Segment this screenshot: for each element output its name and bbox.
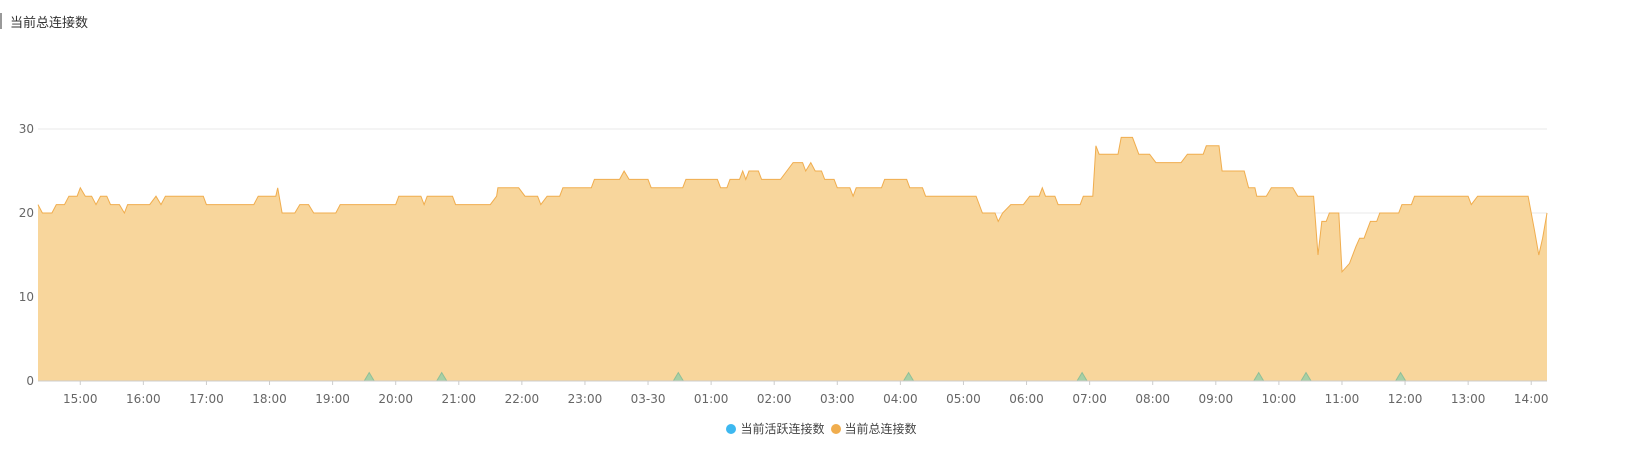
chart-legend: 当前活跃连接数 当前总连接数	[0, 420, 1643, 437]
x-tick-label-18: 09:00	[1199, 392, 1234, 406]
x-tick-label-21: 12:00	[1388, 392, 1423, 406]
x-tick-label-11: 02:00	[757, 392, 792, 406]
legend-item-total[interactable]: 当前总连接数	[830, 420, 917, 437]
series-line-1	[37, 136, 1548, 274]
x-tick-label-4: 19:00	[315, 392, 350, 406]
x-tick-label-14: 05:00	[946, 392, 981, 406]
series-area-1	[38, 137, 1547, 381]
legend-dot-active	[726, 423, 737, 434]
x-tick-label-19: 10:00	[1262, 392, 1297, 406]
x-tick-label-10: 01:00	[694, 392, 729, 406]
y-tick-label-0: 0	[26, 374, 34, 388]
x-tick-label-1: 16:00	[126, 392, 161, 406]
legend-label-active: 当前活跃连接数	[740, 422, 825, 436]
x-tick-label-12: 03:00	[820, 392, 855, 406]
legend-dot-total	[830, 423, 841, 434]
y-tick-label-10: 10	[19, 290, 34, 304]
x-tick-label-13: 04:00	[883, 392, 918, 406]
x-tick-label-17: 08:00	[1135, 392, 1170, 406]
x-tick-label-2: 17:00	[189, 392, 224, 406]
x-tick-label-5: 20:00	[378, 392, 413, 406]
x-tick-label-22: 13:00	[1451, 392, 1486, 406]
x-tick-label-7: 22:00	[505, 392, 540, 406]
y-tick-label-20: 20	[19, 206, 34, 220]
x-tick-label-15: 06:00	[1009, 392, 1044, 406]
x-tick-label-20: 11:00	[1325, 392, 1360, 406]
title-accent-bar	[0, 13, 2, 29]
y-tick-label-30: 30	[19, 122, 34, 136]
x-tick-label-23: 14:00	[1514, 392, 1549, 406]
legend-item-active[interactable]: 当前活跃连接数	[726, 420, 825, 437]
x-tick-label-6: 21:00	[441, 392, 476, 406]
chart-title-wrap: 当前总连接数	[0, 12, 89, 31]
x-tick-label-8: 23:00	[568, 392, 603, 406]
x-tick-label-9: 03-30	[631, 392, 666, 406]
x-tick-label-16: 07:00	[1072, 392, 1107, 406]
chart-title: 当前总连接数	[10, 15, 89, 31]
x-tick-label-3: 18:00	[252, 392, 287, 406]
x-tick-label-0: 15:00	[63, 392, 98, 406]
legend-label-total: 当前总连接数	[844, 422, 917, 436]
